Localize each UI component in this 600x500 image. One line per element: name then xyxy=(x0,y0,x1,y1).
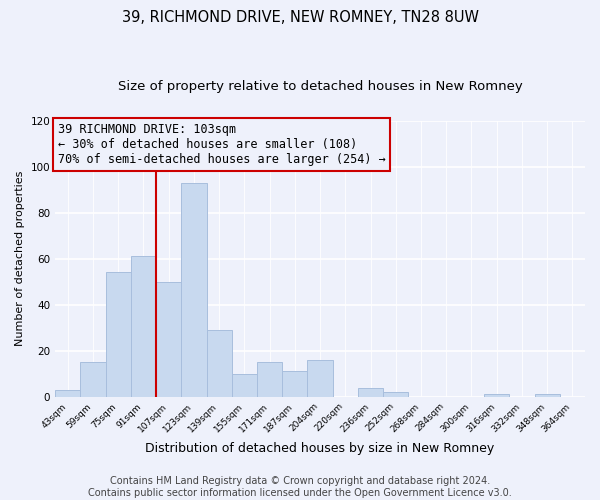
Title: Size of property relative to detached houses in New Romney: Size of property relative to detached ho… xyxy=(118,80,523,93)
Bar xyxy=(484,394,509,396)
Bar xyxy=(106,272,131,396)
Bar xyxy=(55,390,80,396)
Bar xyxy=(282,372,307,396)
Bar xyxy=(307,360,332,397)
Bar xyxy=(206,330,232,396)
Bar xyxy=(358,388,383,396)
Bar xyxy=(232,374,257,396)
X-axis label: Distribution of detached houses by size in New Romney: Distribution of detached houses by size … xyxy=(145,442,495,455)
Text: Contains HM Land Registry data © Crown copyright and database right 2024.
Contai: Contains HM Land Registry data © Crown c… xyxy=(88,476,512,498)
Bar xyxy=(131,256,156,396)
Bar xyxy=(80,362,106,396)
Bar xyxy=(257,362,282,396)
Bar xyxy=(181,182,206,396)
Y-axis label: Number of detached properties: Number of detached properties xyxy=(15,171,25,346)
Text: 39, RICHMOND DRIVE, NEW ROMNEY, TN28 8UW: 39, RICHMOND DRIVE, NEW ROMNEY, TN28 8UW xyxy=(121,10,479,25)
Bar xyxy=(535,394,560,396)
Bar xyxy=(156,282,181,397)
Text: 39 RICHMOND DRIVE: 103sqm
← 30% of detached houses are smaller (108)
70% of semi: 39 RICHMOND DRIVE: 103sqm ← 30% of detac… xyxy=(58,123,385,166)
Bar xyxy=(383,392,409,396)
